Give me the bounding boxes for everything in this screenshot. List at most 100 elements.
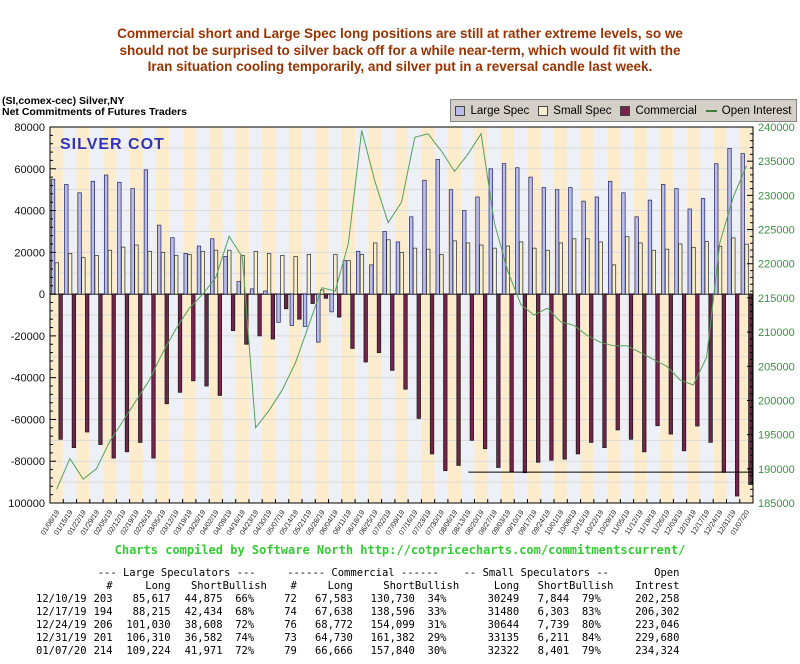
table-cell-date: 12/17/19 — [36, 606, 87, 618]
bar-commercial — [429, 293, 435, 455]
bar-commercial — [297, 293, 302, 320]
bar-small-spec — [147, 250, 152, 295]
bar-large-spec — [130, 188, 135, 295]
table-col-header: Long — [145, 580, 171, 592]
legend-item-open-interest: Open Interest — [705, 105, 791, 117]
table-col-header: Bullish — [222, 580, 267, 592]
table-cell-value: 203 — [93, 593, 113, 605]
table-row: 01/07/20 214 109,224 41,971 72% 79 66,666 157,8… — [36, 645, 679, 658]
table-cell-value: 8,401 — [537, 645, 570, 657]
table-cell-value: 72 — [284, 593, 297, 605]
legend-label: Large Spec — [470, 104, 530, 117]
bar-large-spec — [90, 180, 95, 295]
table-cell-value: 83% — [581, 606, 601, 618]
line-swatch-icon — [705, 109, 717, 112]
table-cell-value: 41,971 — [184, 645, 223, 657]
bar-commercial — [217, 293, 222, 396]
table-cell-value: 79% — [581, 593, 601, 605]
bar-large-spec — [501, 163, 507, 295]
table-cell-date: 01/07/20 — [36, 645, 87, 657]
table-row: 12/24/19 206 101,030 38,608 72% 76 68,772 154,0… — [36, 619, 679, 632]
table-group-header: -- Small Speculators -- — [463, 567, 610, 579]
bar-large-spec — [700, 198, 706, 295]
table-cell-value: 67,638 — [314, 606, 353, 618]
bar-small-spec — [280, 255, 285, 295]
table-row: 12/17/19 194 88,215 42,434 68% 74 67,638 138,59… — [36, 606, 679, 619]
left-axis-label: -60000 — [11, 414, 45, 426]
table-cell-value: 7,739 — [537, 619, 570, 631]
bar-small-spec — [121, 246, 126, 295]
bar-commercial — [124, 293, 130, 453]
table-cell-value: 106,310 — [126, 632, 171, 644]
bar-commercial — [589, 293, 594, 443]
bar-commercial — [323, 293, 329, 299]
bar-small-spec — [399, 251, 404, 295]
bar-small-spec — [306, 254, 311, 295]
bar-commercial — [522, 293, 528, 474]
bar-commercial — [363, 293, 368, 363]
bar-small-spec — [412, 247, 418, 295]
left-axis-label: 40000 — [14, 206, 45, 218]
table-cell-value: 30644 — [487, 619, 520, 631]
bar-large-spec — [554, 189, 560, 295]
bar-small-spec — [744, 243, 749, 295]
bar-small-spec — [664, 248, 670, 295]
credit-line[interactable]: Charts compiled by Software North http:/… — [114, 543, 686, 557]
box-swatch-icon — [455, 105, 466, 116]
commentary-line-1: Commercial short and Large Spec long pos… — [117, 26, 683, 41]
bar-commercial — [721, 293, 726, 473]
chart-header: (SI,comex-cec) Silver,NY Net Commitments… — [2, 96, 187, 118]
table-cell-value: 44,875 — [184, 593, 223, 605]
table-cell-value: 32322 — [487, 645, 520, 657]
bar-large-spec — [356, 250, 361, 295]
open-interest-line — [56, 130, 747, 490]
chart-subtitle: Net Commitments of Futures Traders — [2, 106, 187, 118]
bar-commercial — [416, 293, 421, 419]
bar-large-spec — [621, 192, 626, 295]
bar-commercial — [85, 293, 90, 433]
bar-large-spec — [674, 188, 679, 295]
table-cell-value: 161,382 — [370, 632, 415, 644]
table-cell-value: 66% — [235, 593, 255, 605]
bar-large-spec — [249, 288, 255, 295]
left-axis-label: 100000 — [8, 498, 45, 510]
bar-large-spec — [369, 264, 374, 295]
bar-small-spec — [651, 249, 656, 295]
table-cell-value: 101,030 — [126, 619, 171, 631]
bar-commercial — [668, 293, 673, 435]
bar-commercial — [734, 293, 740, 497]
bar-small-spec — [174, 255, 179, 295]
table-row: 12/31/19 201 106,310 36,582 74% 73 64,730 161,3… — [36, 632, 679, 645]
left-axis-label: 20000 — [14, 247, 45, 259]
bar-commercial — [350, 293, 355, 349]
table-cell-value: 130,730 — [370, 593, 415, 605]
table-group-header: ------ Commercial ------ — [287, 567, 439, 579]
instrument-label: (SI,comex-cec) Silver,NY — [2, 95, 125, 107]
bar-commercial — [164, 293, 169, 405]
bar-commercial — [257, 293, 262, 337]
bar-large-spec — [342, 260, 347, 295]
table-cell-value: 31% — [427, 619, 447, 631]
table-cell-value: 6,211 — [537, 632, 570, 644]
bar-large-spec — [541, 187, 546, 295]
bar-small-spec — [585, 238, 590, 295]
table-cell-value: 30249 — [487, 593, 520, 605]
table-cell-value: 31480 — [487, 606, 520, 618]
right-axis-label: 200000 — [758, 395, 795, 407]
table-col-header: # — [106, 580, 113, 592]
table-col-header: Bullish — [414, 580, 460, 592]
bar-commercial — [376, 293, 382, 353]
table-cell-value: 29% — [427, 632, 447, 644]
bar-commercial — [230, 293, 236, 332]
bar-small-spec — [266, 253, 272, 295]
bar-large-spec — [210, 238, 215, 295]
commentary-line-2: should not be surprised to silver back o… — [119, 42, 681, 58]
bar-commercial — [71, 293, 77, 449]
bar-commercial — [642, 293, 647, 453]
right-axis-label: 210000 — [758, 327, 795, 339]
table-cell-value: 30% — [427, 645, 447, 657]
bar-large-spec — [329, 293, 334, 313]
left-axis-label: -40000 — [11, 373, 45, 385]
legend-label: Commercial — [635, 104, 697, 117]
